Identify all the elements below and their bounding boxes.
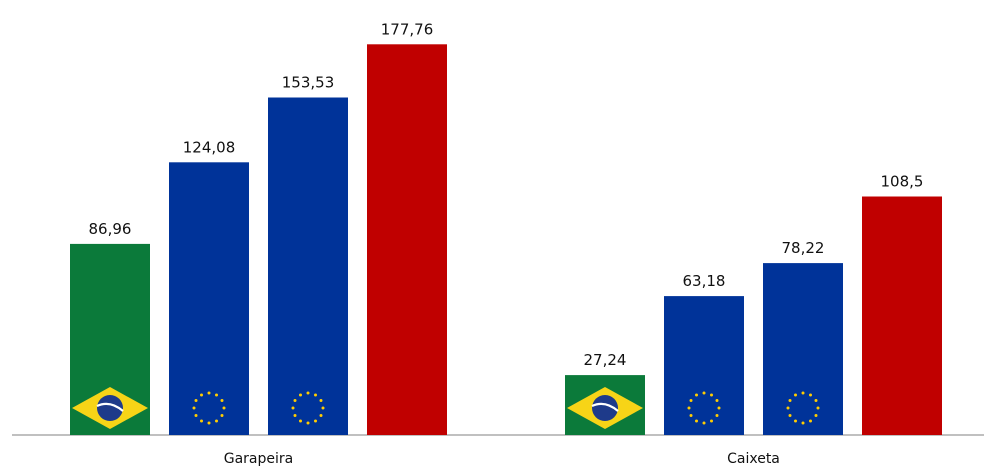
brazil-flag-icon (72, 387, 148, 429)
data-label: 124,08 (183, 138, 236, 156)
bar (862, 196, 942, 435)
bar (268, 97, 348, 435)
brazil-flag-icon (567, 387, 643, 429)
category-label: Garapeira (224, 451, 294, 467)
eu-flag-icon (687, 391, 721, 425)
data-label: 27,24 (584, 351, 627, 369)
bars-layer (70, 44, 942, 436)
data-label: 108,5 (881, 173, 924, 191)
bar (367, 44, 447, 436)
category-label: Caixeta (727, 451, 780, 467)
eu-flag-icon (291, 391, 325, 425)
eu-flag-icon (192, 391, 226, 425)
data-label: 177,76 (381, 20, 434, 38)
data-label: 78,22 (782, 239, 825, 257)
data-label: 153,53 (282, 74, 335, 92)
data-label: 63,18 (683, 272, 726, 290)
eu-flag-icon (786, 391, 820, 425)
labels-layer: 86,96 27,24 124,08 63,18 153,53 78,22 177,76 10… (89, 20, 924, 467)
bar (664, 296, 744, 435)
bar (763, 263, 843, 435)
bar (169, 162, 249, 436)
data-label: 86,96 (89, 220, 132, 238)
